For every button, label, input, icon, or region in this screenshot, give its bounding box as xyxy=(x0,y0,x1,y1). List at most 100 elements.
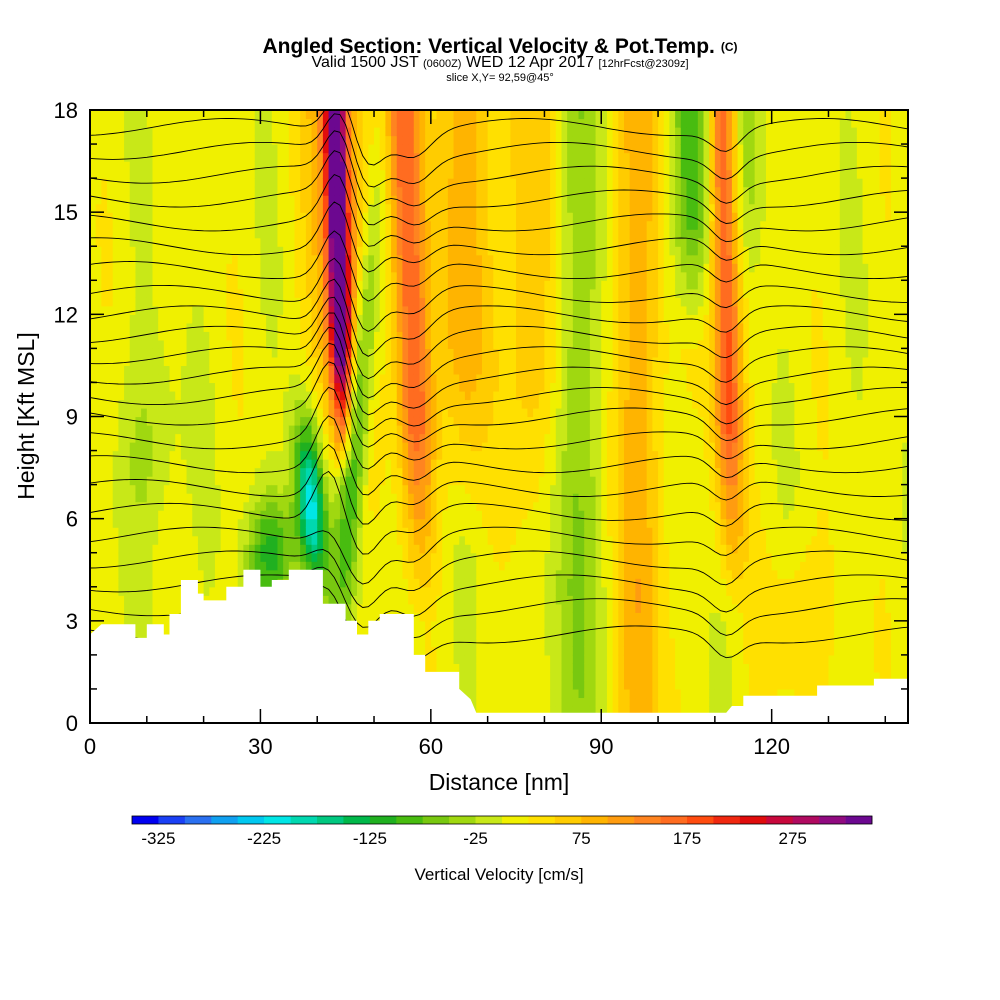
field-cell xyxy=(226,552,233,562)
field-cell xyxy=(169,161,176,171)
field-cell xyxy=(226,390,233,401)
field-cell xyxy=(368,322,375,332)
field-cell xyxy=(135,169,142,179)
field-cell xyxy=(283,305,290,315)
field-cell xyxy=(425,552,432,562)
field-cell xyxy=(339,518,347,528)
field-cell xyxy=(214,280,222,290)
field-cell xyxy=(419,280,426,290)
field-cell xyxy=(419,450,426,460)
field-cell xyxy=(481,688,489,699)
field-cell xyxy=(419,510,426,520)
field-cell xyxy=(470,518,477,528)
field-cell xyxy=(146,476,154,486)
field-cell xyxy=(351,195,358,205)
field-cell xyxy=(294,544,301,554)
field-cell xyxy=(334,595,341,605)
field-cell xyxy=(402,110,409,120)
field-cell xyxy=(271,527,279,537)
field-cell xyxy=(334,305,341,315)
field-cell xyxy=(90,493,97,503)
field-cell xyxy=(90,561,97,571)
field-cell xyxy=(436,459,443,469)
field-cell xyxy=(476,459,483,469)
field-cell xyxy=(476,331,483,341)
field-cell xyxy=(152,237,159,247)
field-cell xyxy=(152,382,159,392)
field-cell xyxy=(271,246,279,256)
field-cell xyxy=(203,280,210,290)
field-cell xyxy=(237,297,244,307)
field-cell xyxy=(436,314,443,324)
field-cell xyxy=(436,339,443,349)
field-cell xyxy=(362,110,369,120)
field-cell xyxy=(425,280,432,290)
field-cell xyxy=(90,348,97,358)
field-cell xyxy=(402,399,409,409)
field-cell xyxy=(203,569,210,579)
field-cell xyxy=(328,390,335,401)
field-cell xyxy=(430,459,438,469)
field-cell xyxy=(163,161,171,171)
field-cell xyxy=(459,246,466,256)
field-cell xyxy=(288,339,296,349)
field-cell xyxy=(214,203,222,213)
field-cell xyxy=(476,663,483,673)
field-cell xyxy=(112,263,119,273)
field-cell xyxy=(459,476,466,486)
field-cell xyxy=(351,416,358,426)
field-cell xyxy=(305,501,313,511)
field-cell xyxy=(135,476,142,486)
field-cell xyxy=(186,288,193,298)
field-cell xyxy=(283,127,290,137)
field-cell xyxy=(436,476,443,486)
field-cell xyxy=(379,510,386,520)
field-cell xyxy=(334,135,341,145)
field-cell xyxy=(232,382,239,392)
field-cell xyxy=(124,331,131,341)
field-cell xyxy=(430,246,438,256)
field-cell xyxy=(214,331,222,341)
field-cell xyxy=(163,390,171,401)
field-cell xyxy=(374,135,381,145)
field-cell xyxy=(459,450,466,460)
field-cell xyxy=(442,186,449,196)
field-cell xyxy=(141,118,148,128)
field-cell xyxy=(425,544,432,554)
field-cell xyxy=(90,459,97,469)
field-cell xyxy=(129,305,137,315)
field-cell xyxy=(430,203,438,213)
field-cell xyxy=(141,510,148,520)
field-cell xyxy=(305,322,313,332)
field-cell xyxy=(283,365,290,375)
field-cell xyxy=(447,152,455,162)
field-cell xyxy=(152,586,159,596)
field-cell xyxy=(385,220,392,230)
field-cell xyxy=(237,144,244,154)
field-cell xyxy=(232,152,239,162)
field-cell xyxy=(152,578,159,588)
field-cell xyxy=(124,263,131,273)
field-cell xyxy=(203,416,210,426)
field-cell xyxy=(95,518,102,528)
field-cell xyxy=(249,203,256,213)
field-cell xyxy=(413,450,421,460)
field-cell xyxy=(107,510,114,520)
field-cell xyxy=(413,271,421,281)
field-cell xyxy=(237,373,244,384)
field-cell xyxy=(311,348,318,358)
field-cell xyxy=(146,246,154,256)
field-cell xyxy=(277,518,284,528)
field-cell xyxy=(260,152,267,162)
field-cell xyxy=(311,161,318,171)
field-cell xyxy=(232,254,239,264)
field-cell xyxy=(408,229,415,239)
field-cell xyxy=(368,161,375,171)
field-cell xyxy=(129,118,137,128)
field-cell xyxy=(266,476,273,486)
field-cell xyxy=(260,382,267,392)
field-cell xyxy=(243,297,250,307)
field-cell xyxy=(322,322,330,332)
field-cell xyxy=(436,552,443,562)
field-cell xyxy=(470,578,477,588)
